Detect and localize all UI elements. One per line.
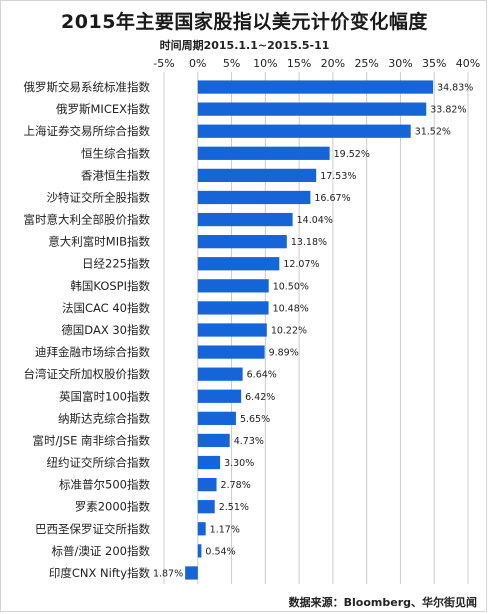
data-label: 5.65% [240, 414, 270, 425]
data-labels: 34.83% 33.82% 31.52% 19.52% 17.53% 16.67% 14.0… [153, 83, 473, 580]
data-label: 13.18% [291, 237, 327, 248]
data-label: 9.89% [269, 348, 299, 359]
data-label: 10.48% [273, 303, 309, 314]
bar [197, 212, 293, 227]
data-label: 1.87% [153, 568, 183, 579]
bar [197, 190, 311, 205]
data-label: 16.67% [314, 193, 350, 204]
bar [197, 389, 242, 403]
bar [197, 455, 221, 470]
bar [197, 522, 206, 536]
data-label: 4.73% [234, 436, 264, 447]
category-label: 意大利富时MIB指数 [48, 235, 150, 249]
category-label: 法国CAC 40指数 [62, 301, 151, 315]
bar [197, 477, 217, 492]
category-label: 韩国KOSPI指数 [70, 279, 150, 293]
category-label: 上海证券交易所综合指数 [24, 124, 151, 138]
x-axis-ticks: -5% 0% 5% 10% 15% 20% 25% 30% 35% 40% [153, 57, 480, 70]
category-label: 巴西圣保罗证交所指数 [35, 522, 150, 536]
chart-title: 2015年主要国家股指以美元计价变化幅度 [61, 11, 428, 33]
category-label: 纳斯达克综合指数 [58, 411, 150, 425]
bar [185, 566, 198, 580]
category-label: 迪拜金融市场综合指数 [35, 345, 150, 359]
data-label: 19.52% [334, 149, 370, 160]
bar [197, 235, 287, 249]
data-label: 34.83% [437, 83, 473, 94]
bar [197, 345, 265, 359]
x-tick-label: 30% [388, 57, 412, 70]
bar [197, 323, 267, 337]
data-label: 14.04% [297, 215, 333, 226]
category-label: 德国DAX 30指数 [61, 323, 150, 337]
category-label: 标普/澳证 200指数 [52, 544, 151, 558]
x-tick-label: 5% [223, 57, 240, 70]
bar [197, 80, 434, 94]
category-labels: 俄罗斯交易系统标准指数俄罗斯MICEX指数上海证券交易所综合指数恒生综合指数香港… [24, 80, 151, 580]
category-label: 富时/JSE 南非综合指数 [33, 433, 151, 447]
bar [197, 301, 269, 315]
category-label: 纽约证交所综合指数 [47, 456, 151, 470]
x-tick-label: 0% [189, 57, 206, 70]
data-label: 1.17% [210, 524, 240, 535]
x-tick-label: -5% [153, 57, 174, 70]
category-label: 香港恒生指数 [81, 168, 150, 182]
data-label: 3.30% [224, 458, 254, 469]
category-label: 日经225指数 [82, 257, 150, 271]
chart-subtitle: 时间周期2015.1.1~2015.5-11 [159, 39, 330, 52]
x-tick-label: 20% [321, 57, 345, 70]
x-tick-label: 35% [422, 57, 446, 70]
bar [197, 124, 411, 138]
data-label: 2.51% [219, 502, 249, 513]
bar [197, 433, 230, 448]
bar [197, 168, 317, 183]
data-label: 12.07% [283, 259, 319, 270]
bars [185, 80, 434, 580]
data-label: 2.78% [221, 480, 251, 491]
category-label: 英国富时100指数 [59, 389, 150, 403]
category-label: 俄罗斯交易系统标准指数 [24, 80, 151, 94]
bar [197, 279, 269, 293]
bar [197, 102, 427, 116]
bar [197, 367, 243, 381]
bar [197, 257, 280, 271]
category-label: 俄罗斯MICEX指数 [56, 102, 150, 116]
data-label: 31.52% [415, 127, 451, 138]
source-note: 数据来源：Bloomberg、华尔街见闻 [288, 596, 477, 609]
x-tick-label: 40% [456, 57, 480, 70]
data-label: 10.22% [271, 326, 307, 337]
bar [197, 544, 202, 558]
data-label: 17.53% [320, 171, 356, 182]
data-label: 0.54% [205, 546, 235, 557]
category-label: 印度CNX Nifty指数 [49, 566, 151, 580]
x-tick-label: 25% [354, 57, 378, 70]
category-label: 恒生综合指数 [81, 146, 150, 160]
bar [197, 411, 236, 425]
category-label: 沙特证交所全股指数 [47, 190, 151, 204]
category-label: 台湾证交所加权股价指数 [24, 367, 151, 381]
category-label: 标准普尔500指数 [59, 478, 150, 492]
x-tick-label: 15% [287, 57, 311, 70]
category-label: 富时意大利全部股价指数 [24, 213, 151, 227]
bar [197, 500, 215, 514]
bar [197, 146, 330, 160]
data-label: 6.42% [245, 392, 275, 403]
data-label: 10.50% [273, 281, 309, 292]
data-label: 6.64% [247, 370, 277, 381]
x-tick-label: 10% [253, 57, 277, 70]
data-label: 33.82% [430, 105, 466, 116]
category-label: 罗素2000指数 [75, 500, 151, 514]
